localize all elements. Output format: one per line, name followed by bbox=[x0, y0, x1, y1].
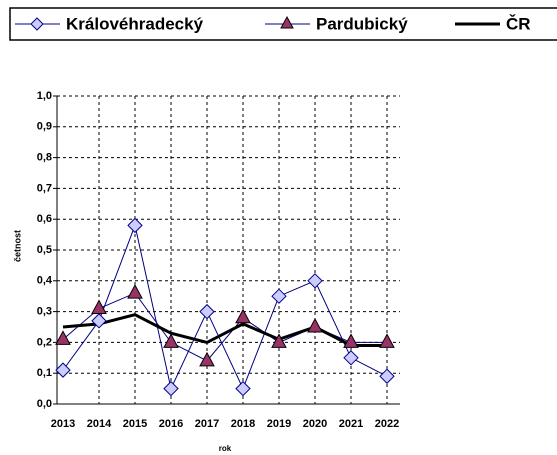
plot-area bbox=[57, 96, 400, 404]
x-axis-label: rok bbox=[219, 444, 232, 453]
x-tick-label: 2022 bbox=[375, 418, 399, 430]
y-tick-label: 0,9 bbox=[37, 121, 52, 133]
point bbox=[271, 333, 287, 348]
point bbox=[343, 350, 359, 366]
y-tick-label: 0,3 bbox=[37, 306, 52, 318]
x-tick-label: 2016 bbox=[159, 418, 183, 430]
legend-label: Královéhradecký bbox=[66, 14, 204, 33]
y-tick-label: 0,1 bbox=[37, 367, 52, 379]
legend-label: ČR bbox=[506, 14, 531, 33]
point bbox=[271, 288, 287, 304]
y-tick-label: 0,8 bbox=[37, 152, 52, 164]
point bbox=[379, 368, 395, 384]
legend-marker bbox=[280, 15, 294, 29]
y-tick-label: 0,7 bbox=[37, 182, 52, 194]
point bbox=[55, 362, 71, 378]
series-line bbox=[62, 223, 388, 391]
point bbox=[343, 333, 359, 348]
point bbox=[55, 330, 71, 345]
point bbox=[307, 273, 323, 289]
point bbox=[163, 380, 179, 397]
point bbox=[91, 313, 107, 329]
legend-label: Pardubický bbox=[316, 14, 408, 33]
x-tick-label: 2015 bbox=[123, 418, 147, 430]
point bbox=[199, 351, 215, 367]
y-tick-label: 1,0 bbox=[37, 90, 52, 102]
legend-marker bbox=[30, 17, 44, 31]
point bbox=[307, 317, 323, 333]
x-tick-label: 2021 bbox=[339, 418, 363, 430]
y-tick-label: 0,4 bbox=[37, 275, 53, 287]
point bbox=[379, 333, 395, 348]
y-tick-label: 0,2 bbox=[37, 336, 52, 348]
series-line bbox=[62, 313, 387, 347]
point bbox=[127, 217, 143, 234]
x-tick-label: 2013 bbox=[51, 418, 75, 430]
y-tick-label: 0,0 bbox=[37, 398, 52, 410]
point bbox=[127, 284, 143, 299]
x-tick-label: 2019 bbox=[267, 418, 291, 430]
y-tick-label: 0,6 bbox=[37, 213, 52, 225]
x-tick-label: 2020 bbox=[303, 418, 327, 430]
point bbox=[163, 333, 179, 348]
y-tick-label: 0,5 bbox=[37, 244, 52, 256]
point bbox=[235, 380, 251, 397]
point bbox=[199, 303, 215, 320]
point bbox=[235, 308, 251, 324]
y-axis-label: četnost bbox=[12, 230, 22, 262]
x-tick-label: 2014 bbox=[87, 418, 112, 430]
point bbox=[91, 299, 107, 315]
x-tick-label: 2017 bbox=[195, 418, 219, 430]
x-tick-label: 2018 bbox=[231, 418, 255, 430]
